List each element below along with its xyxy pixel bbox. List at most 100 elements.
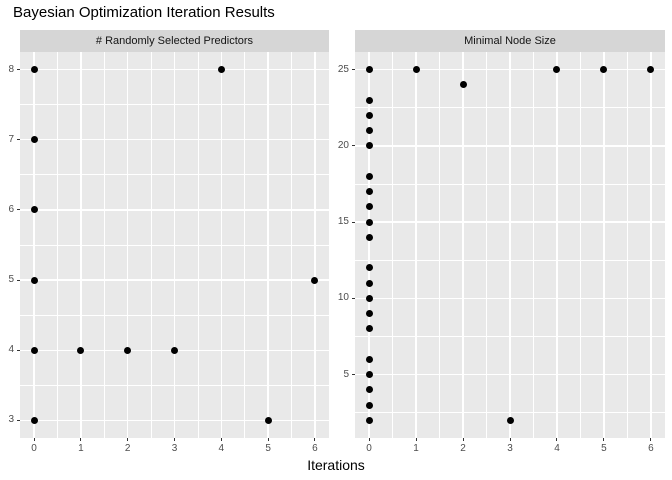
- data-point: [365, 127, 373, 135]
- major-gridline-vertical: [267, 52, 269, 438]
- major-gridline-vertical: [603, 52, 605, 438]
- minor-gridline-vertical: [627, 52, 628, 438]
- major-gridline-vertical: [368, 52, 370, 438]
- data-point: [365, 142, 373, 150]
- data-point: [365, 416, 373, 424]
- major-gridline-horizontal: [355, 68, 665, 71]
- y-tick-mark: [351, 374, 355, 376]
- y-tick-mark: [351, 145, 355, 147]
- x-tick-mark: [603, 438, 605, 441]
- data-point: [647, 66, 655, 74]
- y-tick-mark: [351, 69, 355, 71]
- data-point: [412, 66, 420, 74]
- y-tick-mark: [16, 69, 20, 71]
- data-point: [365, 188, 373, 196]
- major-gridline-vertical: [556, 52, 558, 438]
- x-tick-mark: [220, 438, 222, 441]
- data-point: [30, 276, 38, 284]
- major-gridline-vertical: [415, 52, 417, 438]
- x-tick-label: 6: [312, 443, 318, 454]
- data-point: [365, 355, 373, 363]
- major-gridline-vertical: [314, 52, 316, 438]
- x-tick-mark: [368, 438, 370, 441]
- data-point: [311, 276, 319, 284]
- x-tick-mark: [509, 438, 511, 441]
- y-tick-label: 3: [8, 414, 14, 426]
- data-point: [365, 218, 373, 226]
- x-tick-label: 1: [413, 443, 419, 454]
- major-gridline-horizontal: [20, 68, 329, 71]
- x-tick-mark: [267, 438, 269, 441]
- major-gridline-vertical: [509, 52, 511, 438]
- x-tick-mark: [127, 438, 129, 441]
- y-tick-label: 5: [343, 368, 349, 380]
- x-tick-mark: [174, 438, 175, 441]
- plot-panel-minimal-node-size: [355, 52, 665, 438]
- data-point: [506, 416, 514, 424]
- minor-gridline-vertical: [580, 52, 581, 438]
- major-gridline-vertical: [462, 52, 464, 438]
- minor-gridline-vertical: [392, 52, 393, 438]
- y-tick-label: 4: [8, 344, 14, 356]
- chart-title: Bayesian Optimization Iteration Results: [13, 4, 275, 21]
- data-point: [30, 416, 38, 424]
- x-tick-mark: [650, 438, 652, 441]
- y-tick-mark: [16, 279, 20, 281]
- data-point: [30, 206, 38, 214]
- data-point: [30, 346, 38, 354]
- data-point: [365, 203, 373, 211]
- data-point: [365, 279, 373, 287]
- data-point: [365, 172, 373, 180]
- plot-panel-randomly-selected-predictors: [20, 52, 329, 438]
- data-point: [171, 346, 178, 354]
- x-tick-label: 1: [78, 443, 84, 454]
- x-tick-mark: [80, 438, 82, 441]
- x-tick-mark: [415, 438, 417, 441]
- data-point: [553, 66, 561, 74]
- data-point: [30, 66, 38, 74]
- x-tick-label: 2: [124, 443, 131, 454]
- data-point: [365, 310, 373, 318]
- x-tick-mark: [33, 438, 35, 441]
- major-gridline-vertical: [220, 52, 223, 438]
- data-point: [30, 136, 38, 144]
- y-tick-mark: [16, 209, 20, 211]
- data-point: [600, 66, 608, 74]
- x-tick-label: 4: [554, 443, 560, 454]
- major-gridline-vertical: [80, 52, 82, 438]
- data-point: [217, 66, 225, 74]
- data-point: [124, 346, 132, 354]
- minor-gridline-vertical: [439, 52, 440, 438]
- data-point: [365, 233, 373, 241]
- y-tick-label: 8: [8, 63, 14, 75]
- x-tick-label: 5: [601, 443, 607, 454]
- data-point: [365, 294, 373, 302]
- x-tick-mark: [462, 438, 464, 441]
- x-tick-label: 3: [171, 443, 178, 454]
- major-gridline-vertical: [650, 52, 652, 438]
- y-tick-mark: [16, 349, 20, 351]
- major-gridline-vertical: [126, 52, 129, 438]
- minor-gridline-vertical: [486, 52, 487, 438]
- data-point: [365, 96, 373, 104]
- data-point: [264, 416, 272, 424]
- y-tick-label: 6: [8, 203, 14, 215]
- x-tick-label: 0: [366, 443, 372, 454]
- major-gridline-vertical: [173, 52, 176, 438]
- y-tick-mark: [351, 221, 355, 223]
- x-tick-label: 2: [460, 443, 466, 454]
- data-point: [365, 325, 373, 333]
- x-tick-label: 6: [648, 443, 654, 454]
- y-tick-label: 5: [8, 274, 14, 286]
- x-tick-label: 3: [507, 443, 513, 454]
- y-tick-mark: [16, 139, 20, 141]
- major-gridline-horizontal: [355, 373, 665, 376]
- y-tick-mark: [351, 297, 355, 299]
- x-tick-label: 5: [265, 443, 271, 454]
- y-tick-label: 7: [8, 133, 14, 145]
- y-tick-mark: [16, 419, 20, 421]
- data-point: [365, 66, 373, 74]
- major-gridline-horizontal: [20, 279, 329, 281]
- data-point: [365, 371, 373, 379]
